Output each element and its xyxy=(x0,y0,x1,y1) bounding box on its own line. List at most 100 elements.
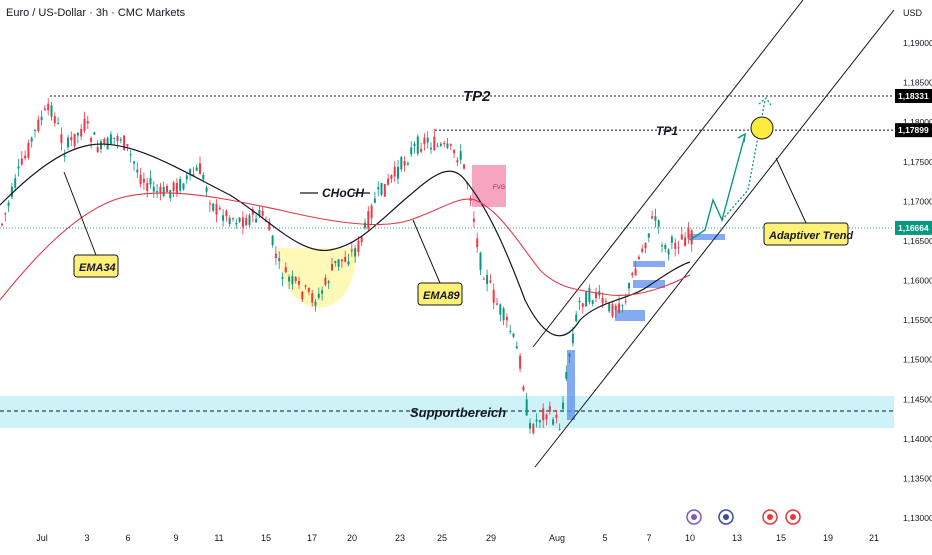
candle-body xyxy=(268,221,271,231)
candle-body xyxy=(185,175,188,180)
x-tick-label: 3 xyxy=(84,533,89,543)
candle-body xyxy=(535,419,538,422)
candle-body xyxy=(479,252,482,270)
candle-body xyxy=(103,138,106,145)
candle-body xyxy=(390,175,393,180)
candle-body xyxy=(347,261,350,265)
candle-body xyxy=(360,237,363,243)
candle-body xyxy=(20,158,23,165)
candle-body xyxy=(334,260,337,263)
candle-body xyxy=(364,222,366,228)
candle-body xyxy=(212,203,215,211)
x-tick-label: 19 xyxy=(823,533,833,543)
x-tick-label: 6 xyxy=(125,533,130,543)
y-tick-label: 1,16000 xyxy=(903,276,932,286)
candle-body xyxy=(172,182,175,192)
candle-body xyxy=(634,268,637,276)
levels-layer: 1,18331 1,17899 1,16664 xyxy=(0,88,932,235)
tp2-label: TP2 xyxy=(463,88,491,105)
candle-body xyxy=(618,303,621,313)
y-tick-label: 1,16500 xyxy=(903,236,932,246)
candle-body xyxy=(43,108,46,111)
candle-body xyxy=(202,174,205,180)
candle-body xyxy=(199,163,201,175)
y-tick-label: 1,18500 xyxy=(903,78,932,88)
choch-label: CHoCH xyxy=(322,186,364,200)
candle-body xyxy=(416,136,419,154)
candle-body xyxy=(93,132,96,135)
y-tick-label: 1,17500 xyxy=(903,157,932,167)
candle-body xyxy=(162,186,165,197)
candle-body xyxy=(225,210,228,217)
y-tick-label: 1,19000 xyxy=(903,38,932,48)
candle-body xyxy=(436,145,439,147)
candle-body xyxy=(241,217,244,228)
candle-body xyxy=(614,305,617,311)
candle-body xyxy=(100,141,102,150)
candle-body xyxy=(73,133,76,147)
candle-body xyxy=(321,290,324,294)
channel-lower-line xyxy=(534,9,895,468)
candle-body xyxy=(261,210,264,216)
candle-body xyxy=(311,293,314,303)
candle-body xyxy=(331,264,333,271)
candle-body xyxy=(476,238,479,248)
candle-body xyxy=(680,234,683,240)
candle-body xyxy=(327,281,330,284)
fvg-bearish-box xyxy=(472,165,506,207)
candle-body xyxy=(505,316,508,321)
candle-body xyxy=(423,137,426,145)
candle-body xyxy=(159,186,162,193)
x-tick-label: 5 xyxy=(602,533,607,543)
fvg-bullish-box xyxy=(567,350,575,420)
candle-body xyxy=(604,301,607,303)
candle-body xyxy=(1,223,3,226)
candle-body xyxy=(446,143,449,148)
candle-body xyxy=(654,216,657,221)
event-marker-dot xyxy=(767,514,773,520)
candle-body xyxy=(208,203,211,205)
candle-body xyxy=(558,428,561,430)
candle-body xyxy=(661,245,663,247)
candle-body xyxy=(568,353,571,357)
x-tick-label: 15 xyxy=(776,533,786,543)
candle-body xyxy=(271,235,274,246)
x-tick-label: 20 xyxy=(347,533,357,543)
candle-body xyxy=(377,187,380,190)
ema34-label: EMA34 xyxy=(79,262,116,274)
candle-body xyxy=(687,228,690,239)
candle-body xyxy=(10,186,13,198)
candle-body xyxy=(393,166,396,177)
candle-body xyxy=(595,292,597,299)
event-marker-dot xyxy=(691,514,697,520)
candle-body xyxy=(631,273,634,276)
time-axis[interactable]: Jul 3 6 9 11 15 17 20 23 25 29 Aug 5 7 10 13 15 19 21 xyxy=(36,533,879,543)
candle-body xyxy=(255,218,258,223)
candle-body xyxy=(278,258,281,262)
current-price-tag: 1,16664 xyxy=(898,223,929,233)
candle-body xyxy=(139,174,142,185)
candle-body xyxy=(129,154,132,156)
candle-body xyxy=(232,218,234,220)
candle-body xyxy=(578,300,581,303)
candle-body xyxy=(80,128,83,137)
candle-body xyxy=(492,289,495,303)
x-tick-label: Aug xyxy=(549,533,565,543)
y-tick-label: 1,17000 xyxy=(903,196,932,206)
event-marker-dot xyxy=(723,514,729,520)
price-axis[interactable]: 1,19000 1,18500 1,18000 1,17500 1,17000 1,165… xyxy=(903,38,932,523)
tp2-price-tag: 1,18331 xyxy=(898,91,929,101)
events-layer xyxy=(686,509,801,525)
candle-body xyxy=(357,240,360,252)
adaptive-trend-label: Adaptiver Trend xyxy=(768,230,853,242)
candle-body xyxy=(453,149,456,154)
candle-body xyxy=(545,414,548,420)
candle-body xyxy=(449,144,452,146)
chart-title: Euro / US-Dollar · 3h · CMC Markets xyxy=(6,7,186,19)
candle-body xyxy=(288,276,291,282)
candle-body xyxy=(189,168,192,175)
candle-body xyxy=(27,143,30,158)
